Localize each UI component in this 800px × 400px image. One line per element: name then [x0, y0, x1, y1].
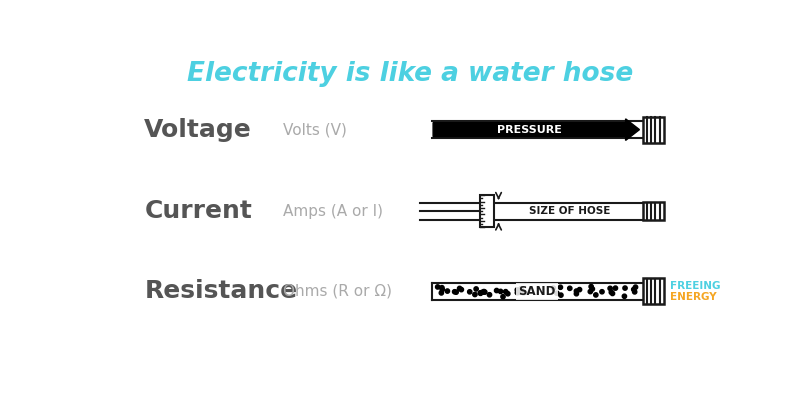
Circle shape [558, 285, 562, 290]
Circle shape [481, 290, 485, 294]
Text: Amps (A or I): Amps (A or I) [283, 204, 383, 219]
Circle shape [501, 294, 505, 299]
Circle shape [478, 291, 482, 296]
Circle shape [551, 286, 555, 290]
Circle shape [522, 290, 526, 295]
Circle shape [458, 286, 462, 290]
Circle shape [558, 293, 563, 297]
Circle shape [574, 289, 578, 293]
Circle shape [454, 290, 458, 294]
Circle shape [588, 290, 593, 294]
Circle shape [631, 287, 636, 292]
Circle shape [578, 288, 582, 292]
Circle shape [568, 286, 572, 290]
Circle shape [594, 293, 598, 297]
Circle shape [515, 290, 519, 295]
Circle shape [610, 291, 614, 296]
Circle shape [440, 287, 445, 292]
Circle shape [482, 290, 486, 294]
Text: Current: Current [144, 199, 252, 223]
Circle shape [609, 290, 614, 294]
Text: FREEING: FREEING [670, 281, 721, 291]
Bar [642, 202, 664, 220]
Text: Ohms (R or Ω): Ohms (R or Ω) [283, 284, 392, 299]
Circle shape [634, 285, 638, 289]
Circle shape [600, 290, 604, 294]
Circle shape [503, 290, 508, 294]
Text: Volts (V): Volts (V) [283, 122, 347, 137]
Circle shape [498, 289, 502, 294]
Circle shape [574, 292, 578, 296]
Circle shape [519, 286, 523, 291]
Circle shape [515, 288, 519, 292]
Text: SAND: SAND [518, 285, 556, 298]
Text: Electricity is like a water hose: Electricity is like a water hose [187, 61, 633, 87]
Bar [642, 278, 664, 304]
Circle shape [554, 291, 559, 295]
Text: Resistance: Resistance [144, 279, 298, 303]
Circle shape [494, 288, 498, 293]
Circle shape [590, 287, 594, 291]
Circle shape [473, 292, 477, 297]
Circle shape [589, 284, 594, 289]
Circle shape [622, 294, 626, 298]
Circle shape [633, 290, 637, 294]
Polygon shape [433, 119, 639, 140]
Bar [642, 116, 664, 143]
Circle shape [453, 290, 457, 294]
Circle shape [608, 286, 612, 290]
Circle shape [474, 287, 478, 291]
Circle shape [482, 290, 487, 294]
Circle shape [467, 290, 472, 294]
Circle shape [446, 289, 450, 293]
Bar [480, 195, 494, 228]
Text: PRESSURE: PRESSURE [497, 125, 562, 135]
Circle shape [439, 291, 443, 295]
Text: Voltage: Voltage [144, 118, 252, 142]
Text: SIZE OF HOSE: SIZE OF HOSE [529, 206, 610, 216]
Circle shape [478, 291, 482, 295]
Circle shape [517, 290, 522, 294]
Circle shape [506, 292, 510, 296]
Circle shape [623, 286, 627, 290]
Circle shape [435, 285, 440, 289]
Circle shape [614, 286, 618, 290]
Text: ENERGY: ENERGY [670, 292, 717, 302]
Circle shape [487, 293, 492, 297]
Circle shape [440, 286, 444, 290]
Circle shape [459, 288, 463, 292]
